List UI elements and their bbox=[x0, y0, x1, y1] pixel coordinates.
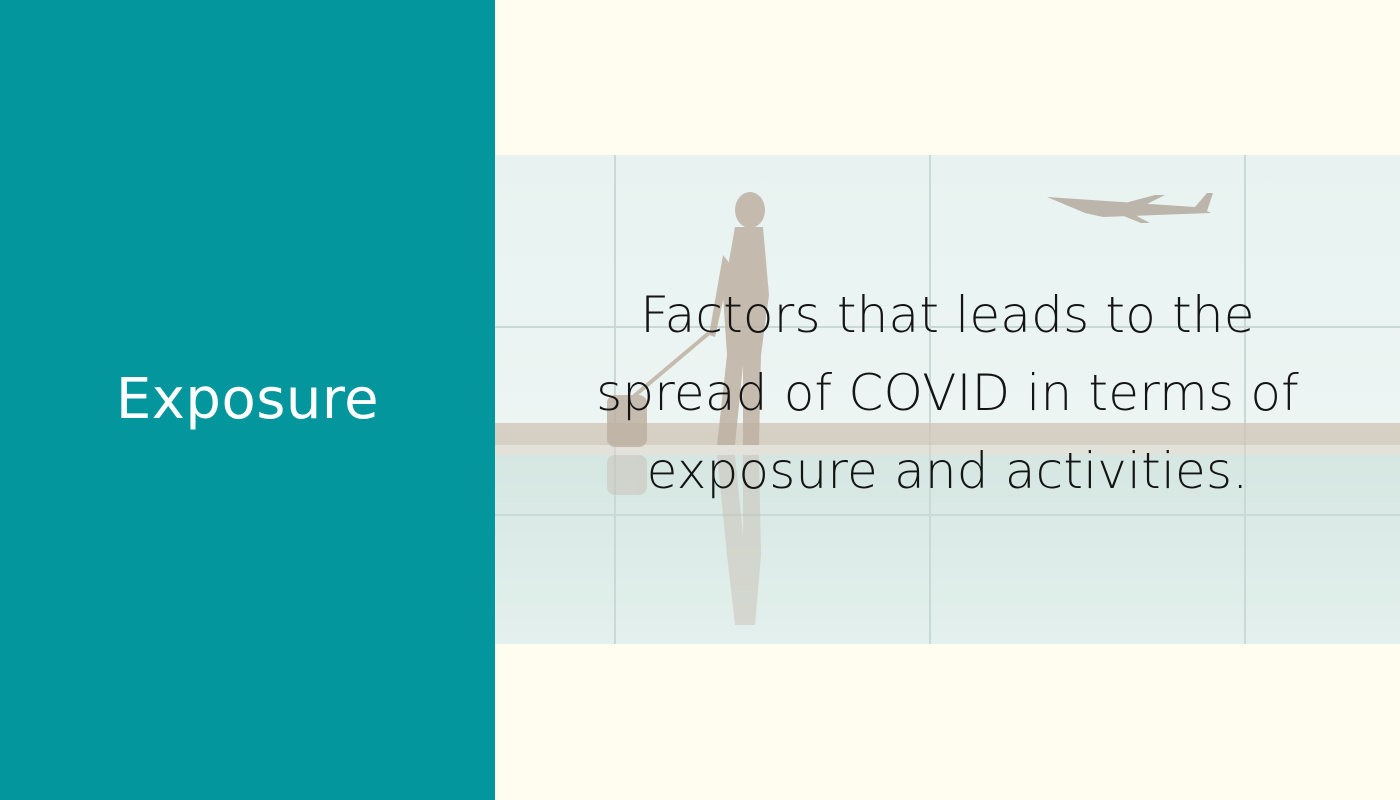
caption-text: Factors that leads to the spread of COVI… bbox=[495, 276, 1400, 510]
caption-line: spread of COVID in terms of bbox=[596, 364, 1299, 422]
airport-photo bbox=[495, 155, 1400, 644]
section-title: Exposure bbox=[115, 367, 380, 432]
caption-line: Factors that leads to the bbox=[640, 286, 1255, 344]
left-title-panel: Exposure bbox=[0, 0, 495, 800]
caption-line: exposure and activities. bbox=[646, 442, 1249, 500]
